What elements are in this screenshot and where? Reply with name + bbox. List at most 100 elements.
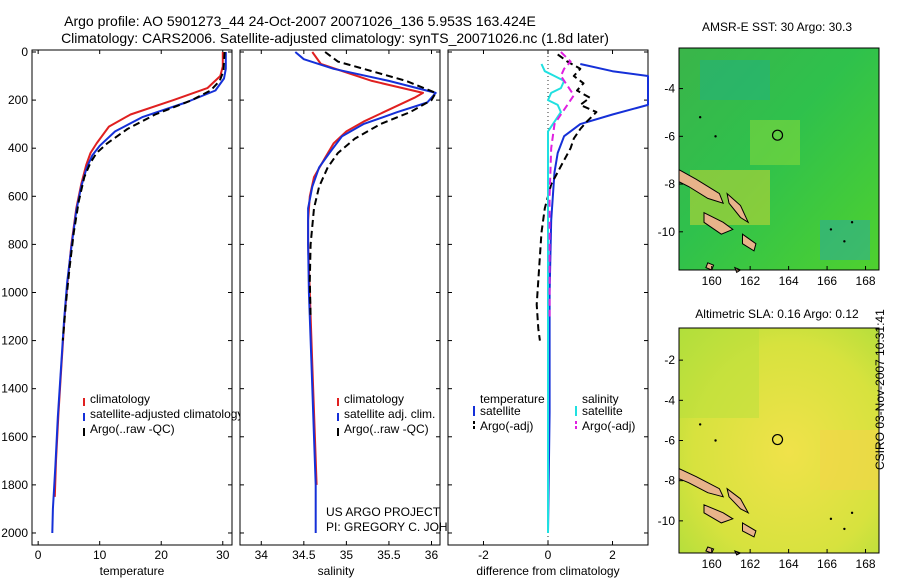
x-tick-label: 10 [93, 548, 107, 562]
island-shape [703, 504, 734, 524]
x-tick-label: 36 [425, 548, 439, 562]
legend-argo-label: Argo(..raw -QC) [90, 422, 175, 436]
sst-map-title: AMSR-E SST: 30 Argo: 30.3 [702, 20, 852, 34]
sla-map-frame [678, 327, 880, 554]
y-tick-label: 1600 [1, 430, 28, 444]
sst-cool-patch [820, 220, 870, 260]
x-tick-label: 2 [609, 548, 616, 562]
series-line-salinity-satellite [540, 63, 566, 533]
series-line-argo-raw-qc- [308, 51, 437, 317]
sst-map-overlay: 160 162 164 166 168 -4 -6 -8 -10 [658, 82, 876, 288]
y-tick-label: 0 [21, 45, 28, 59]
x-tick-label: 0 [545, 548, 552, 562]
island-shape [742, 233, 757, 252]
difference-legend: temperature salinity satellite Argo(-adj… [473, 392, 635, 433]
legend-temp-satellite-label: satellite [480, 404, 521, 418]
y-tick-label: -2 [664, 353, 675, 367]
sla-low-patch [679, 328, 759, 418]
x-tick-label: 0 [35, 548, 42, 562]
island-shape [703, 211, 734, 235]
x-tick-label: 34 [255, 548, 269, 562]
temperature-legend: climatology satellite-adjusted climatolo… [83, 392, 243, 436]
x-tick-label: -2 [478, 548, 489, 562]
x-tick-label: 162 [740, 274, 760, 288]
y-tick-label: 200 [8, 93, 28, 107]
temperature-axes-box [31, 49, 233, 546]
x-tick-label: 162 [740, 557, 760, 571]
reef-dot [714, 135, 717, 138]
y-tick-label: 400 [8, 141, 28, 155]
temperature-panel: 0 10 20 30 0 200 400 600 800 1000 1200 1400 1600 1800… [1, 45, 243, 578]
climatology-title: Climatology: CARS2006. Satellite-adjuste… [61, 30, 609, 46]
reef-dot [843, 527, 846, 531]
sla-map-panel: Altimetric SLA: 0.16 Argo: 0.12 160 162 16… [658, 307, 880, 571]
series-line-argo-raw-qc- [61, 51, 226, 341]
x-tick-label: 164 [779, 274, 799, 288]
x-tick-label: 35 [340, 548, 354, 562]
reef-dot [850, 511, 854, 515]
island-shape [742, 522, 757, 538]
y-tick-label: 2000 [1, 526, 28, 540]
y-tick-label: -4 [664, 393, 675, 407]
project-note-line1: US ARGO PROJECT [326, 505, 441, 519]
y-tick-label: -8 [664, 474, 675, 488]
reef-dot [829, 228, 833, 231]
salinity-legend: climatology satellite adj. clim. Argo(..… [337, 392, 435, 436]
legend-climatology-label: climatology [90, 392, 150, 406]
legend-sal-argo-label: Argo(-adj) [582, 419, 635, 433]
sla-high-patch [820, 430, 879, 490]
reef-dot [850, 221, 854, 224]
x-tick-label: 164 [779, 557, 799, 571]
argo-position-marker [771, 129, 784, 141]
series-line-satellite-adj-clim- [294, 51, 437, 533]
salinity-axes-box [239, 49, 441, 546]
y-tick-label: 1200 [1, 334, 28, 348]
island-shape [726, 192, 750, 224]
y-tick-label: 1800 [1, 478, 28, 492]
sla-map-title: Altimetric SLA: 0.16 Argo: 0.12 [695, 307, 859, 321]
legend-argo-label: Argo(..raw -QC) [344, 422, 429, 436]
x-tick-label: 35.5 [377, 548, 401, 562]
temperature-xlabel: temperature [100, 564, 165, 578]
x-tick-label: 20 [155, 548, 169, 562]
difference-plot: -2 0 2 [448, 50, 649, 562]
project-note-line2: PI: GREGORY C. JOHNSON [326, 520, 482, 534]
series-line-temperature-argo-adj- [535, 53, 598, 341]
timestamp-stamp: CSIRO 03-Nov-2007 10:31:41 [873, 309, 887, 470]
y-tick-label: -8 [664, 177, 675, 191]
x-tick-label: 34.5 [292, 548, 316, 562]
x-tick-label: 168 [856, 557, 876, 571]
profile-title: Argo profile: AO 5901273_44 24-Oct-2007 … [64, 13, 536, 29]
difference-xlabel: difference from climatology [476, 564, 619, 578]
salinity-panel: 34 34.5 35 35.5 36 salinity climatology sate… [239, 49, 482, 578]
legend-temp-argo-label: Argo(-adj) [480, 419, 533, 433]
x-tick-label: 166 [817, 274, 837, 288]
x-tick-label: 30 [216, 548, 230, 562]
salinity-plot: 34 34.5 35 35.5 36 [240, 50, 440, 562]
legend-satellite-label: satellite-adjusted climatology [90, 407, 243, 421]
reef-dot [698, 116, 702, 119]
series-line-salinity-argo-adj- [548, 51, 575, 317]
island-shape [678, 467, 725, 498]
x-tick-label: 160 [702, 557, 722, 571]
x-tick-label: 160 [702, 274, 722, 288]
salinity-xlabel: salinity [318, 564, 355, 578]
sst-map-panel: AMSR-E SST: 30 Argo: 30.3 160 162 164 166 16… [658, 20, 880, 288]
legend-sal-satellite-label: satellite [582, 404, 623, 418]
y-tick-label: 1000 [1, 285, 28, 299]
difference-panel: -2 0 2 difference from climatology tempera… [447, 49, 649, 578]
island-shape [678, 168, 725, 204]
argo-position-marker [771, 433, 784, 446]
island-shape [726, 487, 750, 515]
legend-climatology-label: climatology [344, 392, 404, 406]
x-tick-label: 166 [817, 557, 837, 571]
reef-dot [829, 517, 833, 521]
y-tick-label: 1400 [1, 382, 28, 396]
y-tick-label: 800 [8, 237, 28, 251]
y-tick-label: -6 [664, 129, 675, 143]
sla-map-overlay: 160 162 164 166 168 -2 -4 -6 -8 -10 [658, 353, 876, 571]
y-tick-label: -10 [658, 225, 676, 239]
sst-cool-patch [700, 60, 770, 100]
reef-dot [698, 423, 702, 426]
